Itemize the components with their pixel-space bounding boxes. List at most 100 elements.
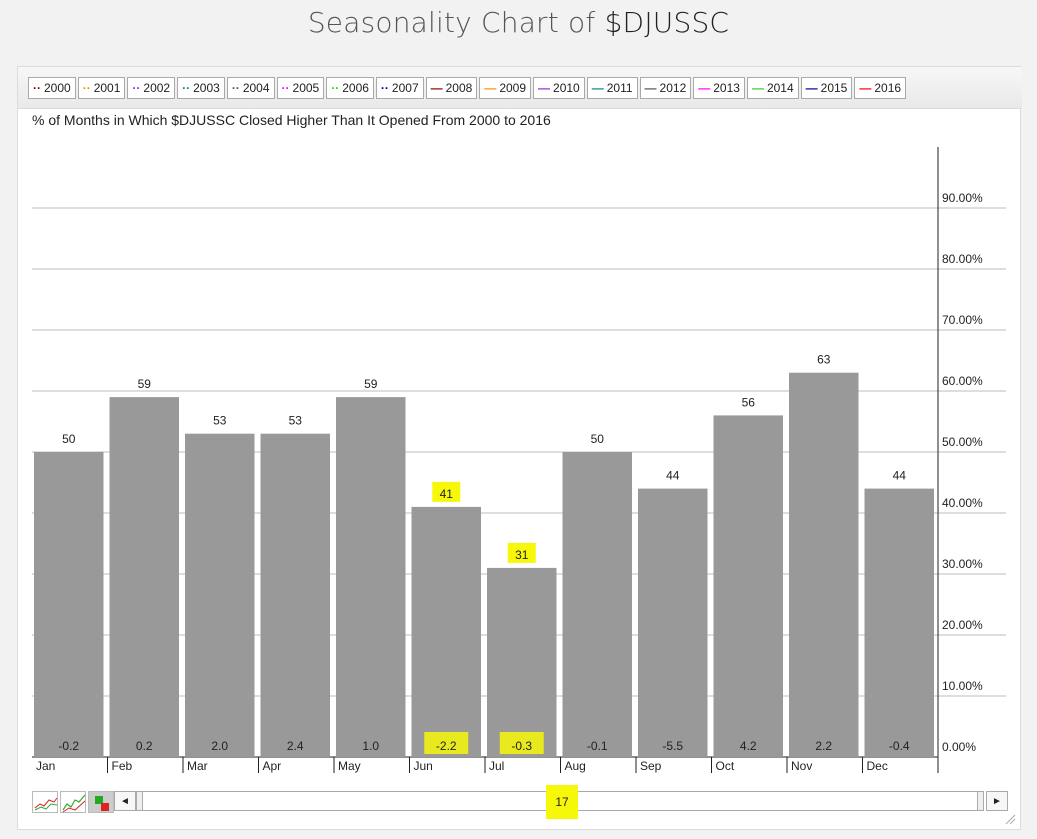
legend-item-2005[interactable]: ·· 2005 <box>276 77 325 99</box>
legend-item-2007[interactable]: ·· 2007 <box>375 77 424 99</box>
legend-swatch: ·· <box>132 81 141 95</box>
legend-swatch: — <box>805 81 818 95</box>
y-tick-label: 80.00% <box>942 252 983 266</box>
legend-swatch: — <box>591 81 604 95</box>
bar-nov <box>789 372 859 757</box>
y-tick-label: 0.00% <box>942 740 976 754</box>
bar-apr <box>260 433 330 757</box>
resize-grip-icon[interactable] <box>1004 813 1016 825</box>
legend-swatch: — <box>644 81 657 95</box>
x-tick-label: Sep <box>640 759 662 773</box>
legend-item-2015[interactable]: —2015 <box>800 77 853 99</box>
return-label: 2.0 <box>211 739 228 753</box>
legend-label: 2013 <box>713 81 740 95</box>
legend-item-2000[interactable]: ·· 2000 <box>28 77 76 99</box>
scroll-handle-right[interactable] <box>977 792 983 810</box>
chart-panel: ·· 2000 ·· 2001 ·· 2002 ·· 2003 ·· 2004 ·· 2005 ·· 20… <box>17 66 1022 830</box>
y-tick-label: 50.00% <box>942 435 983 449</box>
bar-oct <box>713 415 783 757</box>
x-tick-label: Oct <box>716 759 735 773</box>
legend-label: 2003 <box>193 81 220 95</box>
data-label: 31 <box>515 548 529 562</box>
x-tick-label: Jun <box>414 759 433 773</box>
x-tick-label: Feb <box>112 759 133 773</box>
legend-item-2010[interactable]: —2010 <box>533 77 585 99</box>
y-tick-label: 10.00% <box>942 679 983 693</box>
legend-swatch: ·· <box>281 81 290 95</box>
data-label: 53 <box>213 414 227 428</box>
data-label: 44 <box>893 469 907 483</box>
legend-item-2006[interactable]: ·· 2006 <box>326 77 374 99</box>
legend-item-2004[interactable]: ·· 2004 <box>226 77 275 99</box>
x-tick-label: Jul <box>489 759 504 773</box>
legend-swatch: ·· <box>231 81 240 95</box>
y-tick-label: 90.00% <box>942 191 983 205</box>
scroll-right-button[interactable]: ► <box>986 791 1008 811</box>
legend-swatch: ·· <box>182 81 191 95</box>
legend-label: 2011 <box>606 81 633 95</box>
legend-label: 2002 <box>143 81 171 95</box>
value-highlight <box>432 481 461 502</box>
bar-jun <box>411 506 481 757</box>
bar-dec <box>864 488 934 757</box>
legend-swatch: — <box>859 81 872 95</box>
data-label: 50 <box>62 432 76 446</box>
chart-title: % of Months in Which $DJUSSC Closed High… <box>32 112 551 128</box>
legend-item-2002[interactable]: ·· 2002 <box>127 77 176 99</box>
data-label: 59 <box>364 377 378 391</box>
seasonality-bars-icon[interactable] <box>88 791 114 813</box>
legend-item-2001[interactable]: ·· 2001 <box>77 77 126 99</box>
legend-swatch: — <box>698 81 711 95</box>
symbol-text: $DJUSSC <box>604 6 730 39</box>
return-label: -0.3 <box>511 739 532 753</box>
legend-item-2012[interactable]: —2012 <box>639 77 692 99</box>
return-highlight <box>499 732 544 754</box>
legend-item-2014[interactable]: —2014 <box>746 77 799 99</box>
return-label: 0.2 <box>136 739 153 753</box>
return-label: -5.5 <box>662 739 683 753</box>
x-tick-label: Jan <box>36 759 55 773</box>
y-tick-label: 20.00% <box>942 618 983 632</box>
bar-feb <box>109 397 179 757</box>
legend-swatch: — <box>751 81 764 95</box>
return-label: 4.2 <box>740 739 757 753</box>
data-label: 59 <box>138 377 152 391</box>
scroll-handle-left[interactable] <box>137 792 143 810</box>
legend-label: 2012 <box>659 81 687 95</box>
legend-swatch: ·· <box>331 81 340 95</box>
bar-mar <box>185 433 255 757</box>
legend-item-2013[interactable]: —2013 <box>693 77 745 99</box>
seasonality-chart: 0.00% 10.00% 20.00% 30.00% 40.00% 50.00% 60.00… <box>32 147 1006 773</box>
legend-item-2003[interactable]: ·· 2003 <box>177 77 225 99</box>
data-label: 63 <box>817 353 831 367</box>
legend-label: 2001 <box>93 81 121 95</box>
legend-label: 2014 <box>766 81 794 95</box>
bar-aug <box>562 452 632 757</box>
year-legend: ·· 2000 ·· 2001 ·· 2002 ·· 2003 ·· 2004 ·· 2005 ·· 20… <box>28 77 907 103</box>
legend-item-2016[interactable]: —2016 <box>854 77 907 99</box>
value-highlight <box>507 542 536 563</box>
legend-label: 2016 <box>874 81 902 95</box>
line-chart-icon[interactable] <box>32 791 58 813</box>
legend-label: 2004 <box>242 81 270 95</box>
x-tick-label: Dec <box>867 759 888 773</box>
return-label: 2.4 <box>287 739 304 753</box>
x-tick-label: Mar <box>187 759 208 773</box>
data-label: 41 <box>440 487 454 501</box>
bar-sep <box>638 488 708 757</box>
scroll-left-button[interactable]: ◄ <box>114 791 136 811</box>
trend-chart-icon[interactable] <box>60 791 86 813</box>
legend-swatch: — <box>430 81 443 95</box>
legend-item-2009[interactable]: —2009 <box>479 77 532 99</box>
x-tick-label: Nov <box>791 759 812 773</box>
legend-swatch: — <box>484 81 497 95</box>
return-label: -2.2 <box>436 739 457 753</box>
x-tick-label: May <box>338 759 361 773</box>
legend-label: 2007 <box>391 81 419 95</box>
legend-item-2011[interactable]: —2011 <box>586 77 638 99</box>
bar-jan <box>34 452 104 757</box>
y-tick-label: 30.00% <box>942 557 983 571</box>
legend-item-2008[interactable]: —2008 <box>425 77 478 99</box>
data-label: 56 <box>742 395 756 409</box>
y-tick-label: 40.00% <box>942 496 983 510</box>
